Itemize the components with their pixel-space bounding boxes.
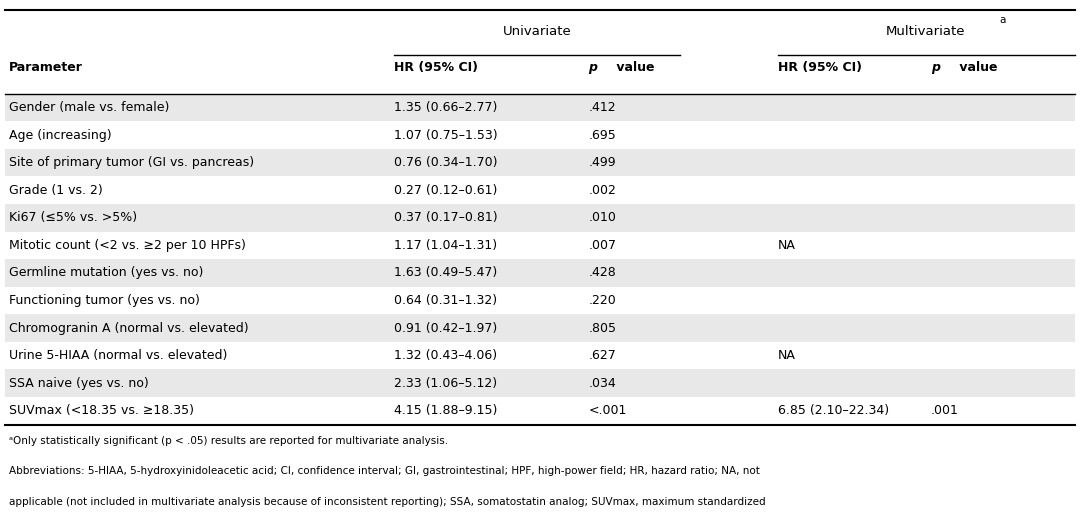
Text: a: a: [999, 15, 1005, 25]
Text: Functioning tumor (yes vs. no): Functioning tumor (yes vs. no): [9, 294, 200, 307]
Text: Urine 5-HIAA (normal vs. elevated): Urine 5-HIAA (normal vs. elevated): [9, 349, 227, 362]
Text: 2.33 (1.06–5.12): 2.33 (1.06–5.12): [394, 377, 497, 390]
Text: 6.85 (2.10–22.34): 6.85 (2.10–22.34): [778, 404, 889, 417]
Text: SUVmax (<18.35 vs. ≥18.35): SUVmax (<18.35 vs. ≥18.35): [9, 404, 193, 417]
Text: p: p: [589, 61, 597, 74]
Text: Multivariate: Multivariate: [886, 25, 966, 38]
Text: SSA naive (yes vs. no): SSA naive (yes vs. no): [9, 377, 148, 390]
Text: Site of primary tumor (GI vs. pancreas): Site of primary tumor (GI vs. pancreas): [9, 156, 254, 169]
Text: 1.63 (0.49–5.47): 1.63 (0.49–5.47): [394, 266, 498, 279]
Text: 1.07 (0.75–1.53): 1.07 (0.75–1.53): [394, 129, 498, 142]
Text: HR (95% CI): HR (95% CI): [778, 61, 862, 74]
Text: .007: .007: [589, 239, 617, 252]
Text: 0.91 (0.42–1.97): 0.91 (0.42–1.97): [394, 321, 498, 334]
Text: 0.37 (0.17–0.81): 0.37 (0.17–0.81): [394, 212, 498, 225]
Text: NA: NA: [778, 239, 796, 252]
Text: HR (95% CI): HR (95% CI): [394, 61, 478, 74]
Text: .001: .001: [931, 404, 959, 417]
Text: .034: .034: [589, 377, 617, 390]
Text: .805: .805: [589, 321, 617, 334]
Text: .499: .499: [589, 156, 617, 169]
Text: .010: .010: [589, 212, 617, 225]
Text: .695: .695: [589, 129, 617, 142]
Text: <.001: <.001: [589, 404, 627, 417]
Text: NA: NA: [778, 349, 796, 362]
Text: 0.27 (0.12–0.61): 0.27 (0.12–0.61): [394, 184, 498, 197]
Bar: [5, 204, 1075, 232]
Bar: [5, 94, 1075, 121]
Text: .412: .412: [589, 101, 617, 114]
Text: Abbreviations: 5-HIAA, 5-hydroxyinidoleacetic acid; CI, confidence interval; GI,: Abbreviations: 5-HIAA, 5-hydroxyinidolea…: [9, 466, 759, 476]
Bar: [5, 259, 1075, 287]
Text: 0.76 (0.34–1.70): 0.76 (0.34–1.70): [394, 156, 498, 169]
Text: 1.35 (0.66–2.77): 1.35 (0.66–2.77): [394, 101, 498, 114]
Text: Grade (1 vs. 2): Grade (1 vs. 2): [9, 184, 103, 197]
Text: Ki67 (≤5% vs. >5%): Ki67 (≤5% vs. >5%): [9, 212, 137, 225]
Text: Chromogranin A (normal vs. elevated): Chromogranin A (normal vs. elevated): [9, 321, 248, 334]
Text: Univariate: Univariate: [502, 25, 571, 38]
Text: 1.32 (0.43–4.06): 1.32 (0.43–4.06): [394, 349, 497, 362]
Text: p: p: [931, 61, 940, 74]
Text: Mitotic count (<2 vs. ≥2 per 10 HPFs): Mitotic count (<2 vs. ≥2 per 10 HPFs): [9, 239, 245, 252]
Bar: [5, 149, 1075, 177]
Text: applicable (not included in multivariate analysis because of inconsistent report: applicable (not included in multivariate…: [9, 497, 766, 506]
Text: ᵃOnly statistically significant (p < .05) results are reported for multivariate : ᵃOnly statistically significant (p < .05…: [9, 436, 448, 446]
Text: .002: .002: [589, 184, 617, 197]
Text: .627: .627: [589, 349, 617, 362]
Text: .428: .428: [589, 266, 617, 279]
Text: Germline mutation (yes vs. no): Germline mutation (yes vs. no): [9, 266, 203, 279]
Text: Parameter: Parameter: [9, 61, 82, 74]
Text: Gender (male vs. female): Gender (male vs. female): [9, 101, 168, 114]
Text: value: value: [612, 61, 654, 74]
Text: 4.15 (1.88–9.15): 4.15 (1.88–9.15): [394, 404, 498, 417]
Text: .220: .220: [589, 294, 617, 307]
Bar: [5, 369, 1075, 397]
Text: 0.64 (0.31–1.32): 0.64 (0.31–1.32): [394, 294, 497, 307]
Bar: [5, 314, 1075, 342]
Text: Age (increasing): Age (increasing): [9, 129, 111, 142]
Text: 1.17 (1.04–1.31): 1.17 (1.04–1.31): [394, 239, 497, 252]
Text: value: value: [955, 61, 997, 74]
